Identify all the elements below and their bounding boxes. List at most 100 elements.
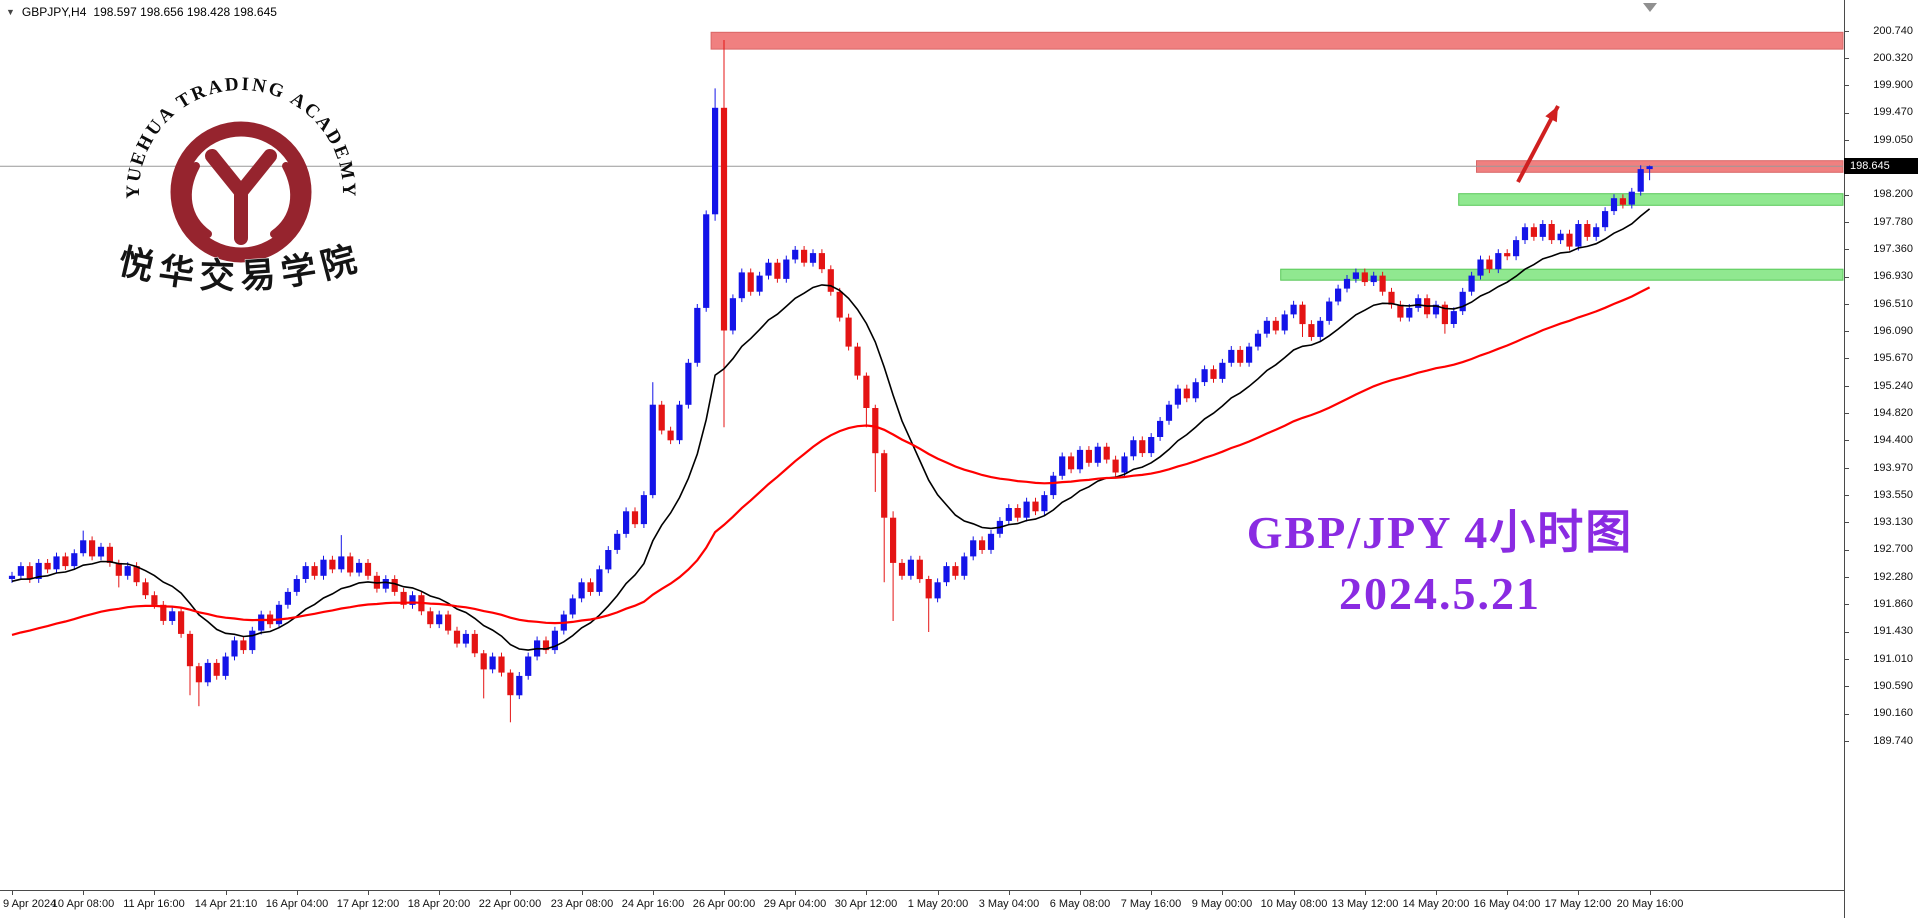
ma-slow-line bbox=[11, 286, 1651, 636]
price-axis-label: 199.050 bbox=[1873, 133, 1913, 146]
price-axis-tick bbox=[1845, 686, 1849, 687]
price-chart-canvas[interactable] bbox=[0, 0, 1844, 890]
price-axis-label: 194.820 bbox=[1873, 406, 1913, 419]
time-axis-label: 18 Apr 20:00 bbox=[407, 898, 471, 910]
time-axis-tick bbox=[866, 891, 867, 895]
price-axis-label: 197.780 bbox=[1873, 215, 1913, 228]
moving-averages-layer bbox=[11, 208, 1651, 651]
price-axis-tick bbox=[1845, 277, 1849, 278]
price-axis-label: 192.280 bbox=[1873, 570, 1913, 583]
price-axis-tick bbox=[1845, 222, 1849, 223]
time-axis-label: 17 May 12:00 bbox=[1544, 898, 1612, 910]
zones-layer bbox=[710, 31, 1844, 281]
trend-arrow bbox=[1516, 105, 1560, 183]
price-axis-tick bbox=[1845, 85, 1849, 86]
time-axis-label: 20 May 16:00 bbox=[1616, 898, 1684, 910]
price-axis-tick bbox=[1845, 604, 1849, 605]
price-axis-tick bbox=[1845, 358, 1849, 359]
time-axis-tick bbox=[1436, 891, 1437, 895]
time-axis-tick bbox=[297, 891, 298, 895]
annotation-line2: 2024.5.21 bbox=[1338, 567, 1541, 619]
chart-shift-marker-icon[interactable] bbox=[1643, 3, 1657, 12]
price-axis-tick bbox=[1845, 550, 1849, 551]
price-axis-tick bbox=[1845, 632, 1849, 633]
price-axis-label: 198.200 bbox=[1873, 188, 1913, 201]
price-axis-tick bbox=[1845, 522, 1849, 523]
time-axis-tick bbox=[1578, 891, 1579, 895]
price-axis-tick bbox=[1845, 140, 1849, 141]
price-axis-label: 192.700 bbox=[1873, 543, 1913, 556]
time-axis-tick bbox=[510, 891, 511, 895]
logo-emblem bbox=[183, 149, 299, 245]
time-axis-label: 29 Apr 04:00 bbox=[763, 898, 827, 910]
support-zone bbox=[1280, 268, 1844, 281]
time-axis-tick bbox=[1507, 891, 1508, 895]
price-axis-label: 191.010 bbox=[1873, 652, 1913, 665]
current-price-tag: 198.645 bbox=[1844, 158, 1918, 174]
time-axis-tick bbox=[653, 891, 654, 895]
symbol-name: GBPJPY,H4 bbox=[21, 5, 87, 19]
time-axis-label: 7 May 16:00 bbox=[1120, 898, 1182, 910]
time-axis-label: 9 Apr 2024 bbox=[3, 898, 57, 910]
time-axis-label: 26 Apr 00:00 bbox=[692, 898, 756, 910]
price-axis-tick bbox=[1845, 440, 1849, 441]
price-axis-tick bbox=[1845, 195, 1849, 196]
price-axis-label: 199.470 bbox=[1873, 106, 1913, 119]
chart-dropdown-icon[interactable]: ▼ bbox=[6, 7, 15, 17]
time-axis-tick bbox=[1151, 891, 1152, 895]
time-axis[interactable]: 9 Apr 2024 10 Apr 08:00 11 Apr 16:00 14 Apr… bbox=[0, 890, 1844, 918]
symbol-ohlc: 198.597 198.656 198.428 198.645 bbox=[93, 5, 277, 19]
time-axis-tick bbox=[439, 891, 440, 895]
time-axis-tick bbox=[12, 891, 13, 895]
time-axis-tick bbox=[795, 891, 796, 895]
time-axis-tick bbox=[368, 891, 369, 895]
time-axis-label: 3 May 04:00 bbox=[978, 898, 1040, 910]
price-axis-tick bbox=[1845, 386, 1849, 387]
price-axis-tick bbox=[1845, 659, 1849, 660]
time-axis-label: 9 May 00:00 bbox=[1191, 898, 1253, 910]
price-axis-label: 194.400 bbox=[1873, 433, 1913, 446]
price-axis[interactable]: 200.740 200.320 199.900 199.470 199.050 198.2… bbox=[1844, 0, 1918, 918]
price-axis-tick bbox=[1845, 741, 1849, 742]
ma-fast-line bbox=[11, 208, 1651, 651]
resistance-zone bbox=[710, 31, 1844, 50]
price-axis-tick bbox=[1845, 249, 1849, 250]
time-axis-label: 16 May 04:00 bbox=[1473, 898, 1541, 910]
price-axis-tick bbox=[1845, 468, 1849, 469]
price-axis-label: 200.320 bbox=[1873, 51, 1913, 64]
price-axis-label: 193.550 bbox=[1873, 488, 1913, 501]
time-axis-label: 14 May 20:00 bbox=[1402, 898, 1470, 910]
price-axis-label: 190.590 bbox=[1873, 679, 1913, 692]
price-axis-tick bbox=[1845, 113, 1849, 114]
time-axis-tick bbox=[83, 891, 84, 895]
price-axis-tick bbox=[1845, 304, 1849, 305]
time-axis-label: 23 Apr 08:00 bbox=[550, 898, 614, 910]
price-axis-tick bbox=[1845, 577, 1849, 578]
logo-ring bbox=[170, 121, 312, 263]
time-axis-tick bbox=[1222, 891, 1223, 895]
time-axis-label: 24 Apr 16:00 bbox=[621, 898, 685, 910]
time-axis-tick bbox=[1294, 891, 1295, 895]
time-axis-tick bbox=[582, 891, 583, 895]
annotation-line1: GBP/JPY 4小时图 bbox=[1246, 507, 1634, 558]
time-axis-tick bbox=[154, 891, 155, 895]
time-axis-label: 17 Apr 12:00 bbox=[336, 898, 400, 910]
price-axis-label: 196.510 bbox=[1873, 297, 1913, 310]
time-axis-label: 10 May 08:00 bbox=[1260, 898, 1328, 910]
price-axis-label: 195.670 bbox=[1873, 351, 1913, 364]
time-axis-label: 13 May 12:00 bbox=[1331, 898, 1399, 910]
time-axis-tick bbox=[1080, 891, 1081, 895]
price-axis-label: 199.900 bbox=[1873, 78, 1913, 91]
price-axis-label: 193.970 bbox=[1873, 461, 1913, 474]
academy-logo: YUEHUA TRADING ACADEMY 悦华交易学院 bbox=[114, 74, 360, 297]
time-axis-label: 1 May 20:00 bbox=[907, 898, 969, 910]
price-axis-label: 197.360 bbox=[1873, 242, 1913, 255]
time-axis-label: 10 Apr 08:00 bbox=[51, 898, 115, 910]
time-axis-label: 11 Apr 16:00 bbox=[123, 898, 185, 910]
time-axis-tick bbox=[1650, 891, 1651, 895]
price-axis-label: 190.160 bbox=[1873, 707, 1913, 720]
support-zone bbox=[1458, 193, 1844, 206]
time-axis-label: 16 Apr 04:00 bbox=[265, 898, 329, 910]
time-axis-label: 30 Apr 12:00 bbox=[834, 898, 898, 910]
